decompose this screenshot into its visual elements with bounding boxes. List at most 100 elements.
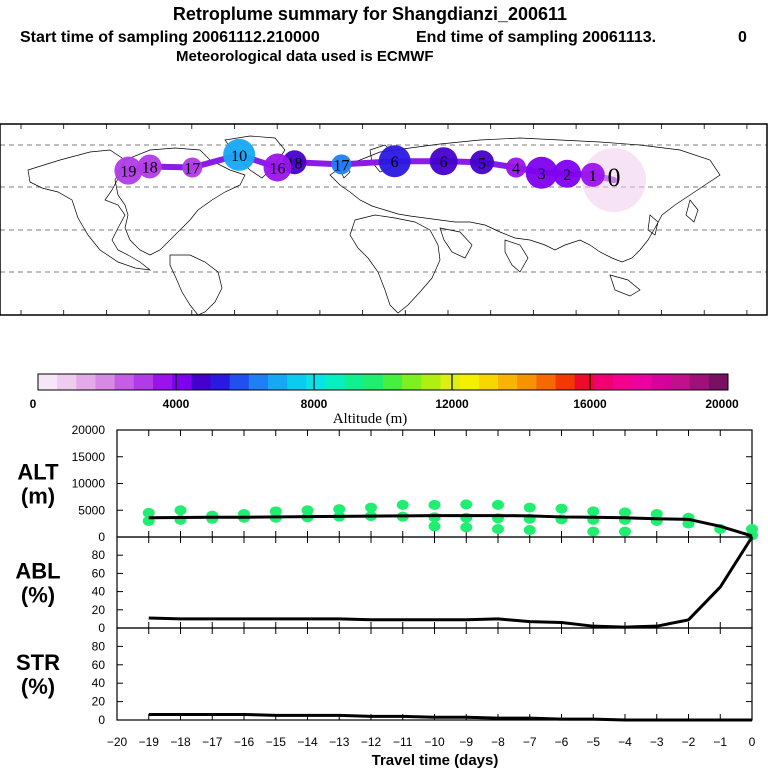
colorbar-cell [114, 374, 135, 390]
x-tick-label: −18 [170, 735, 191, 749]
colorbar-cell [363, 374, 384, 390]
scatter-point [301, 505, 314, 516]
panel-frame [116, 627, 753, 721]
colorbar-cell [708, 374, 729, 390]
y-tick-label: 40 [92, 676, 106, 690]
scatter-point [142, 507, 155, 518]
colorbar-cell [517, 374, 537, 390]
colorbar-cell [670, 374, 691, 390]
colorbar-cell [555, 374, 576, 390]
plume-marker [182, 157, 203, 178]
series-line [148, 536, 754, 629]
scatter-point [555, 503, 568, 514]
panel-label: STR [16, 650, 60, 675]
colorbar-cell [498, 374, 518, 390]
y-tick-label: 20 [92, 603, 106, 617]
plume-age-label: 1 [589, 168, 597, 185]
colorbar-cell [478, 374, 499, 390]
colorbar-frame [37, 373, 729, 391]
colorbar-cell [613, 374, 633, 390]
x-tick-label: 0 [749, 735, 756, 749]
scatter-point [650, 508, 663, 519]
colorbar-cell [191, 374, 211, 390]
x-axis-title: Travel time (days) [372, 752, 499, 768]
colorbar-cell [459, 374, 480, 390]
start-time-label: Start time of sampling 20061112.210000 [20, 29, 320, 46]
scatter-point [492, 499, 504, 510]
colorbar-cell [574, 374, 595, 390]
colorbar-cell [325, 374, 346, 390]
x-tick-label: −10 [424, 735, 445, 749]
scatter-point [746, 523, 758, 534]
panel-label: ALT [17, 460, 59, 485]
scatter-point [492, 523, 504, 534]
scatter-point [428, 512, 441, 523]
plume-marker [553, 159, 582, 188]
altitude-colorbar: 0 4000 8000 12000 16000 20000 Altitude (… [30, 373, 739, 427]
colorbar-tick-20000: 20000 [705, 397, 739, 411]
x-tick-label: −3 [650, 735, 664, 749]
scatter-point [460, 522, 473, 533]
colorbar-cell [651, 374, 671, 390]
scatter-point [206, 510, 219, 521]
colorbar-cell [632, 374, 652, 390]
colorbar-cell [229, 374, 250, 390]
scatter-point [460, 499, 473, 510]
panel-label: (m) [21, 484, 55, 509]
plume-marker [429, 147, 458, 176]
colorbar-ticks [175, 374, 591, 390]
y-tick-label: 20 [92, 695, 106, 709]
plume-marker [223, 138, 256, 171]
scatter-point [396, 499, 409, 510]
plume-age-label: 3 [538, 166, 546, 183]
colorbar-cell [689, 374, 710, 390]
colorbar-cells [38, 374, 729, 390]
plume-marker [580, 162, 605, 187]
plume-age-label: 10 [231, 148, 247, 165]
plume-marker [263, 153, 292, 182]
y-tick-label: 80 [92, 639, 106, 653]
colorbar-cell [268, 374, 288, 390]
scatter-point [587, 506, 600, 517]
colorbar-cell [57, 374, 77, 390]
plume-age-label: 4 [512, 161, 520, 178]
colorbar-cell [153, 374, 173, 390]
y-tick-label: 5000 [78, 503, 105, 517]
colorbar-cell [248, 374, 269, 390]
plume-age-label: 19 [120, 164, 136, 181]
colorbar-cell [440, 374, 461, 390]
figure-title: Retroplume summary for Shangdianzi_20061… [173, 4, 567, 24]
plume-marker [331, 154, 352, 175]
scatter-point [174, 505, 187, 516]
scatter-point [333, 504, 346, 515]
plume-age-label: 2 [563, 167, 571, 184]
colorbar-tick-4000: 4000 [163, 397, 190, 411]
colorbar-cell [172, 374, 192, 390]
plume-age-label: 17 [184, 161, 200, 178]
y-tick-label: 0 [98, 713, 105, 727]
panel-label: (%) [21, 674, 55, 699]
colorbar-cell [344, 374, 365, 390]
colorbar-tick-8000: 8000 [301, 397, 328, 411]
plume-age-label: 6 [391, 154, 399, 171]
x-tick-label: −7 [523, 735, 537, 749]
panel-label: (%) [21, 583, 55, 608]
colorbar-cell [76, 374, 96, 390]
x-tick-label: −16 [234, 735, 255, 749]
colorbar-cell [287, 374, 307, 390]
plume-marker [114, 156, 143, 185]
y-tick-label: 40 [92, 585, 106, 599]
scatter-point [587, 526, 600, 537]
x-tick-label: −8 [491, 735, 505, 749]
colorbar-cell [38, 374, 58, 390]
colorbar-cell [306, 374, 326, 390]
series-line [148, 712, 752, 722]
series-line [148, 514, 753, 538]
colorbar-cell [133, 374, 154, 390]
scatter-point [523, 502, 536, 513]
plume-age-label: 18 [142, 159, 158, 176]
